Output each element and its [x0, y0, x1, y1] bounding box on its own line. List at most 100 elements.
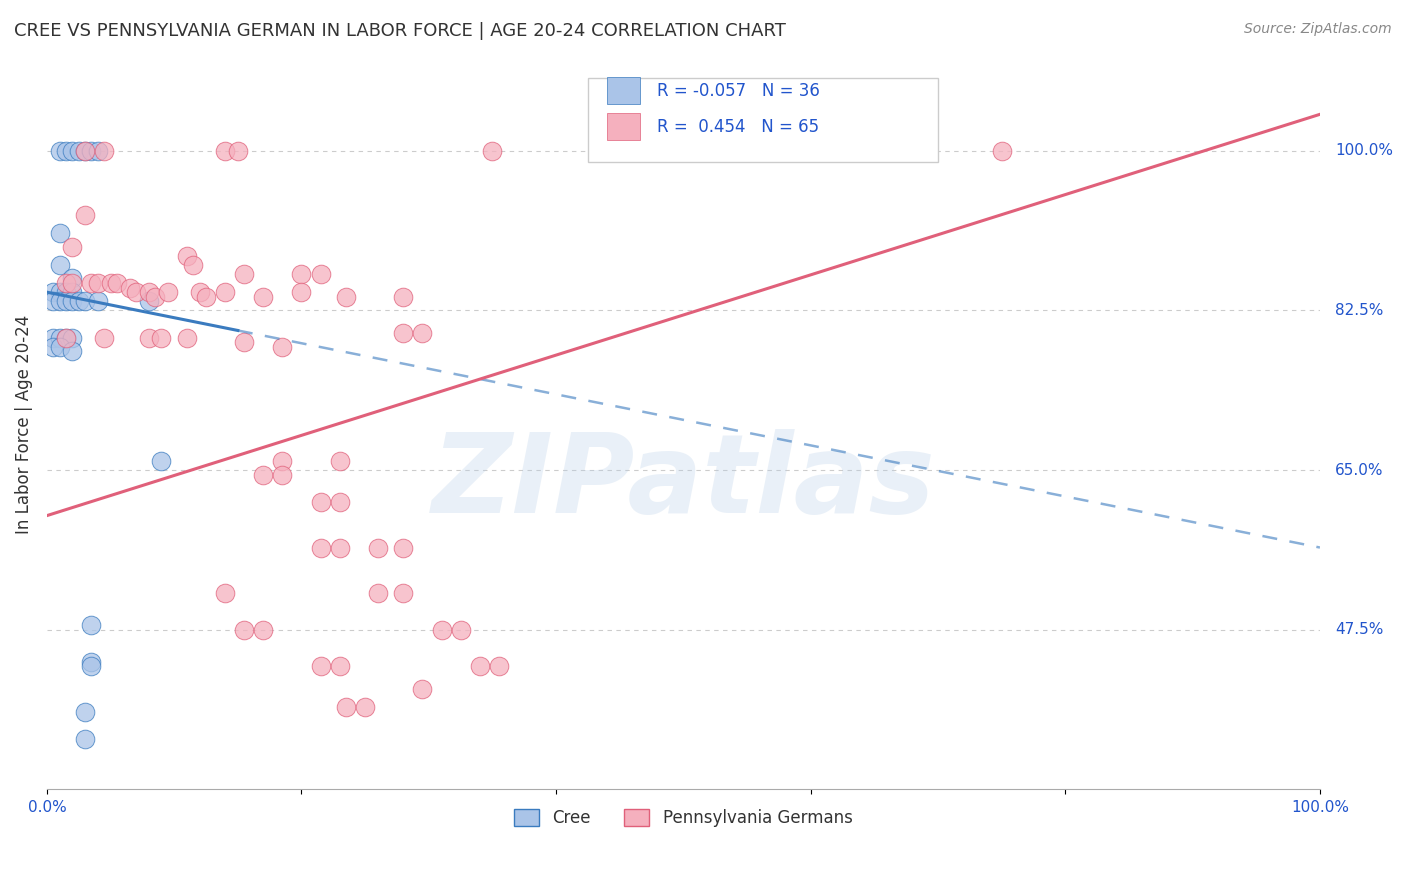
- Point: [430, 623, 453, 637]
- Point: [450, 623, 472, 637]
- Point: [335, 700, 357, 714]
- Point: [80, 618, 103, 632]
- Point: [329, 541, 352, 555]
- Text: 100.0%: 100.0%: [1291, 800, 1348, 815]
- Point: [60, 239, 83, 253]
- Point: [252, 623, 274, 637]
- Point: [271, 454, 294, 468]
- Text: CREE VS PENNSYLVANIA GERMAN IN LABOR FORCE | AGE 20-24 CORRELATION CHART: CREE VS PENNSYLVANIA GERMAN IN LABOR FOR…: [14, 22, 786, 40]
- Point: [105, 276, 128, 290]
- Point: [143, 290, 166, 304]
- Point: [233, 335, 256, 350]
- Text: R = -0.057   N = 36: R = -0.057 N = 36: [657, 82, 820, 100]
- Point: [60, 285, 83, 300]
- Y-axis label: In Labor Force | Age 20-24: In Labor Force | Age 20-24: [15, 315, 32, 534]
- FancyBboxPatch shape: [607, 113, 640, 140]
- Point: [271, 467, 294, 482]
- Point: [42, 331, 65, 345]
- Point: [392, 290, 415, 304]
- Text: Source: ZipAtlas.com: Source: ZipAtlas.com: [1244, 22, 1392, 37]
- Point: [468, 659, 491, 673]
- Point: [118, 280, 141, 294]
- Point: [42, 340, 65, 354]
- Point: [290, 267, 312, 281]
- Text: 82.5%: 82.5%: [1336, 303, 1384, 318]
- Point: [150, 331, 173, 345]
- Point: [125, 285, 148, 300]
- Point: [138, 285, 160, 300]
- Point: [60, 294, 83, 309]
- Point: [60, 276, 83, 290]
- Point: [138, 331, 160, 345]
- Point: [188, 285, 211, 300]
- Point: [252, 290, 274, 304]
- Point: [55, 285, 77, 300]
- Point: [392, 541, 415, 555]
- Point: [80, 659, 103, 673]
- Point: [42, 285, 65, 300]
- Point: [309, 495, 332, 509]
- Point: [48, 144, 70, 158]
- Text: R =  0.454   N = 65: R = 0.454 N = 65: [657, 118, 818, 136]
- Point: [60, 344, 83, 359]
- Point: [55, 276, 77, 290]
- Point: [335, 290, 357, 304]
- Point: [214, 285, 236, 300]
- Point: [354, 700, 377, 714]
- Point: [42, 294, 65, 309]
- Point: [195, 290, 218, 304]
- Point: [329, 495, 352, 509]
- FancyBboxPatch shape: [588, 78, 938, 161]
- Point: [80, 144, 103, 158]
- Point: [75, 144, 97, 158]
- Point: [75, 705, 97, 719]
- Point: [367, 541, 389, 555]
- Point: [60, 271, 83, 285]
- Point: [48, 331, 70, 345]
- Point: [367, 586, 389, 600]
- Point: [176, 331, 198, 345]
- Point: [488, 659, 510, 673]
- Point: [481, 144, 503, 158]
- Point: [48, 258, 70, 272]
- Point: [48, 294, 70, 309]
- Point: [214, 586, 236, 600]
- Point: [214, 144, 236, 158]
- Point: [411, 681, 433, 696]
- FancyBboxPatch shape: [607, 78, 640, 104]
- Point: [67, 294, 90, 309]
- Point: [80, 655, 103, 669]
- Point: [252, 467, 274, 482]
- Point: [233, 267, 256, 281]
- Text: 100.0%: 100.0%: [1336, 144, 1393, 158]
- Text: ZIPatlas: ZIPatlas: [432, 429, 935, 536]
- Point: [48, 226, 70, 240]
- Text: 0.0%: 0.0%: [28, 800, 66, 815]
- Point: [87, 276, 110, 290]
- Point: [75, 294, 97, 309]
- Point: [226, 144, 249, 158]
- Point: [329, 454, 352, 468]
- Point: [309, 659, 332, 673]
- Point: [392, 586, 415, 600]
- Point: [156, 285, 179, 300]
- Point: [55, 144, 77, 158]
- Point: [55, 331, 77, 345]
- Point: [309, 267, 332, 281]
- Point: [48, 285, 70, 300]
- Legend: Cree, Pennsylvania Germans: Cree, Pennsylvania Germans: [506, 801, 860, 836]
- Point: [176, 249, 198, 263]
- Point: [100, 276, 122, 290]
- Point: [93, 144, 115, 158]
- Point: [75, 732, 97, 747]
- Point: [75, 144, 97, 158]
- Point: [290, 285, 312, 300]
- Point: [93, 331, 115, 345]
- Point: [60, 331, 83, 345]
- Point: [55, 331, 77, 345]
- Point: [67, 144, 90, 158]
- Point: [87, 144, 110, 158]
- Point: [329, 659, 352, 673]
- Point: [233, 623, 256, 637]
- Point: [138, 294, 160, 309]
